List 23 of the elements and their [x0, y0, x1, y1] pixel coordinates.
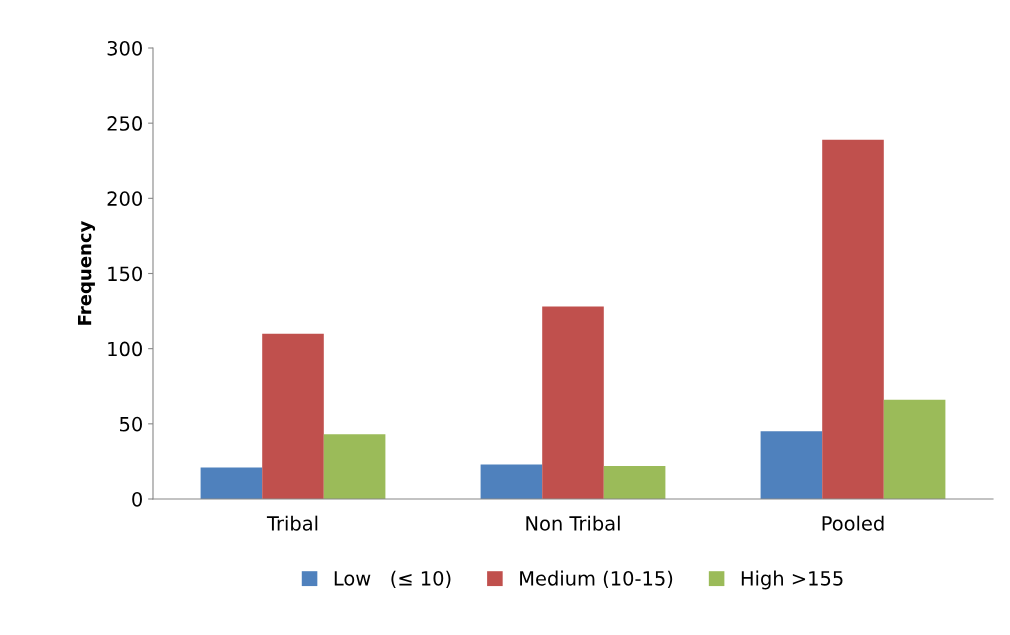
bar	[822, 139, 884, 499]
y-tick-label: 200	[107, 191, 142, 206]
y-tick-label: 300	[107, 40, 142, 56]
x-tick-label: Non Tribal	[526, 515, 620, 531]
legend-label: High >155	[741, 570, 843, 590]
bar	[323, 434, 386, 499]
bar	[542, 306, 604, 499]
y-tick-label: 150	[108, 266, 142, 282]
bar	[603, 465, 666, 499]
legend-label: Low (≤ 10)	[334, 570, 451, 588]
x-tick-label: Tribal	[266, 515, 318, 531]
x-tick-label: Pooled	[822, 515, 884, 531]
y-tick-label: 250	[107, 116, 142, 131]
y-tick-label: 100	[108, 341, 142, 357]
bar	[200, 467, 263, 499]
bar	[883, 399, 946, 499]
bar	[480, 464, 543, 499]
bar	[262, 333, 324, 499]
bar	[760, 431, 823, 499]
y-tick-label: 50	[120, 416, 142, 432]
y-axis-title: Frequency	[77, 220, 96, 325]
legend-label: Medium (10-15)	[520, 570, 673, 588]
y-tick-label: 0	[132, 491, 142, 507]
